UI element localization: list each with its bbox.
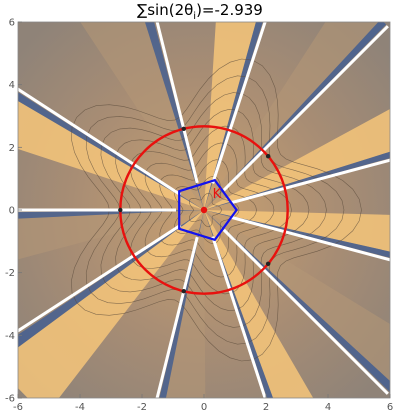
lobe-sector: [80, 22, 204, 210]
x-tick-label: 6: [387, 402, 393, 413]
title-subscript: i: [193, 11, 197, 22]
overlay: K: [118, 125, 289, 295]
y-tick-label: -6: [5, 394, 15, 405]
branch-cut-ray: [211, 236, 267, 398]
y-tick-label: 4: [9, 80, 15, 91]
title-suffix: )=-2.939: [196, 1, 263, 19]
branch-cut-ray: [222, 228, 389, 395]
cool-band: [204, 151, 390, 210]
plot-title: ∑sin(2θi)=-2.939: [0, 0, 400, 27]
x-tick-label: -2: [137, 402, 147, 413]
intersection-point: [181, 126, 186, 131]
axis-ticks: -6 -4 -2 0 2 4 6 -6 -4 -2 0 2 4 6: [5, 18, 393, 414]
branch-cut-ray: [211, 22, 267, 184]
x-tick-label: 0: [201, 402, 207, 413]
branch-cut-ray: [230, 158, 390, 205]
intersection-point: [265, 261, 271, 267]
center-point: [200, 206, 208, 214]
title-main: ∑sin(2θ: [137, 1, 194, 19]
point-label: K: [213, 187, 222, 202]
cool-band: [204, 22, 263, 210]
x-tick-label: -4: [75, 402, 85, 413]
cool-band: [204, 210, 274, 398]
y-tick-label: 0: [9, 206, 15, 217]
lobe-sector: [18, 210, 204, 398]
y-tick-label: -4: [5, 331, 15, 342]
y-tick-label: 6: [9, 18, 15, 29]
contour-line: [189, 192, 222, 228]
intersection-point: [265, 153, 271, 159]
blue-pentagon: [178, 178, 238, 242]
x-tick-label: 4: [325, 402, 331, 413]
cool-band: [144, 22, 204, 210]
branch-cut-ray: [222, 25, 389, 192]
branch-cut-ray: [155, 22, 199, 184]
lobe-sector: [165, 210, 206, 398]
x-tick-label: 2: [263, 402, 269, 413]
cool-band: [18, 210, 204, 348]
intersection-point: [118, 207, 123, 213]
intersection-point: [181, 289, 186, 294]
cool-band: [18, 210, 204, 219]
branch-cut-ray: [155, 236, 199, 398]
branch-cut-ray: [230, 215, 390, 262]
lobe-sector: [204, 109, 390, 210]
x-tick-label: -6: [13, 402, 23, 413]
y-tick-label: 2: [9, 143, 15, 154]
y-tick-label: -2: [5, 268, 15, 279]
contour-line: [174, 176, 240, 244]
lobe-sector: [204, 22, 256, 210]
lobe-sector: [18, 210, 204, 260]
lobe-sector: [204, 210, 314, 398]
